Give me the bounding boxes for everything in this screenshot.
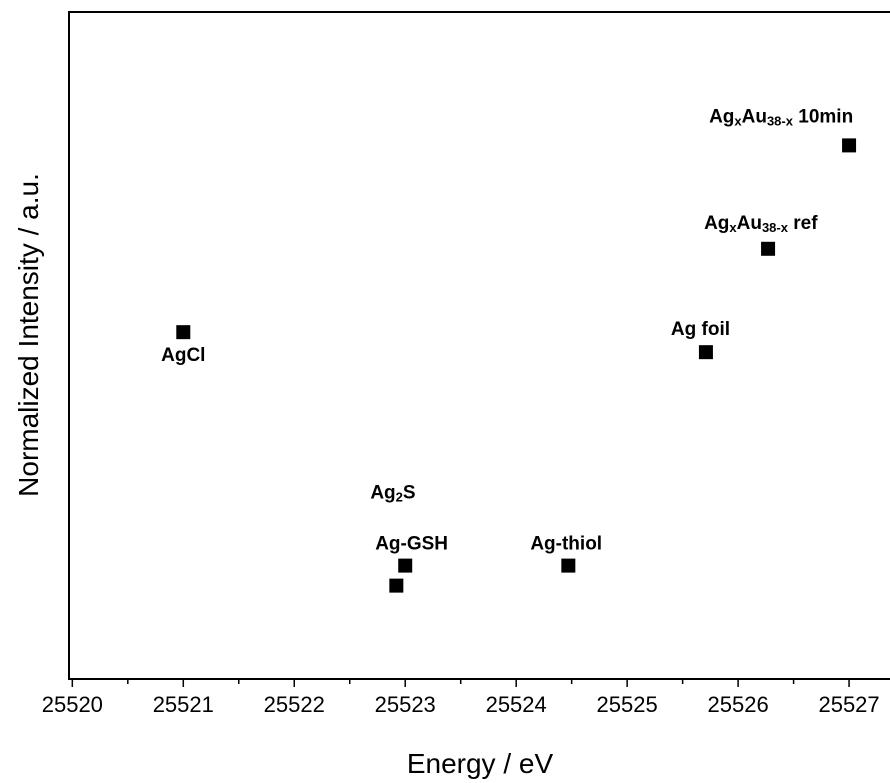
- data-point: [561, 558, 576, 573]
- data-point: [698, 345, 713, 360]
- point-label: AgCl: [161, 345, 205, 366]
- x-tick-label: 25522: [264, 692, 325, 717]
- point-label: Ag2S: [370, 483, 415, 505]
- point-label: AgxAu38-x ref: [704, 213, 818, 235]
- x-tick-label: 25520: [42, 692, 103, 717]
- point-label: Ag-thiol: [530, 534, 602, 555]
- point-label: AgxAu38-x 10min: [709, 106, 853, 128]
- data-point: [389, 578, 404, 593]
- point-label: Ag-GSH: [375, 534, 448, 555]
- data-point: [176, 325, 191, 340]
- plot-frame: [68, 11, 890, 680]
- y-axis-title: Normalized Intensity / a.u.: [13, 173, 44, 497]
- x-tick-label: 25524: [486, 692, 547, 717]
- x-tick-label: 25523: [375, 692, 436, 717]
- x-tick-label: 25526: [708, 692, 769, 717]
- data-point: [842, 138, 857, 153]
- x-axis-title: Energy / eV: [407, 748, 554, 779]
- point-label: Ag foil: [671, 319, 730, 340]
- data-points: [176, 138, 857, 593]
- data-point: [398, 558, 413, 573]
- x-axis-ticks: 25520 25521 25522 25523 25524 25525 25526 25527: [42, 679, 880, 717]
- data-point: [761, 241, 776, 256]
- x-tick-label: 25521: [153, 692, 214, 717]
- point-labels: AgCl Ag2S Ag-GSH Ag-thiol Ag foil AgxAu38-x r…: [161, 106, 853, 554]
- x-tick-label: 25527: [818, 692, 879, 717]
- x-tick-label: 25525: [597, 692, 658, 717]
